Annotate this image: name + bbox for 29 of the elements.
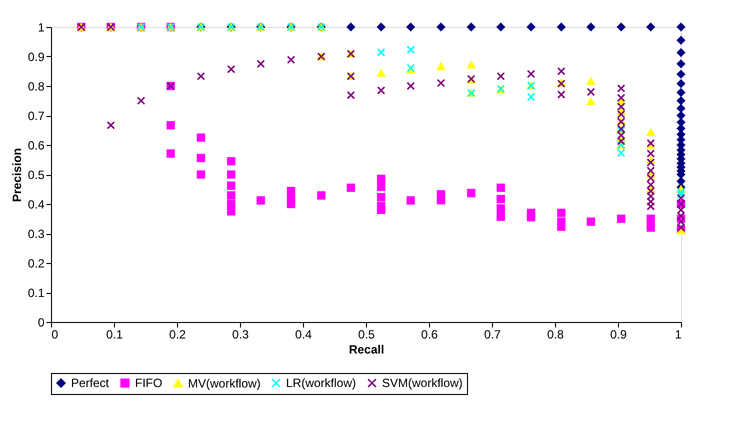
- x-axis-title: Recall: [348, 342, 384, 356]
- x-tick-label: 0.7: [484, 328, 502, 342]
- x-tick-label: 1: [674, 328, 682, 342]
- x-tick-label: 0.1: [106, 328, 124, 342]
- y-tick-label: 0.8: [28, 80, 45, 94]
- x-tick-label: 0.9: [610, 328, 628, 342]
- y-tick-label: 1: [38, 20, 45, 34]
- legend-label: MV(workflow): [188, 376, 261, 390]
- legend-label: LR(workflow): [286, 376, 356, 390]
- y-tick-label: 0.5: [28, 168, 45, 182]
- y-tick-label: 0.7: [28, 109, 45, 123]
- y-tick-label: 0.9: [28, 50, 45, 64]
- x-tick-label: 0.5: [358, 328, 376, 342]
- y-tick-label: 0.6: [28, 138, 45, 152]
- x-tick-label: 0.4: [295, 328, 312, 342]
- y-tick-label: 0.4: [28, 198, 45, 212]
- x-tick-label: 0.2: [169, 328, 186, 342]
- y-tick-label: 0.3: [28, 227, 45, 241]
- y-axis-title: Precision: [10, 148, 24, 202]
- legend-label: SVM(workflow): [382, 376, 463, 390]
- y-tick-label: 0.2: [28, 256, 45, 270]
- legend-label: Perfect: [71, 376, 110, 390]
- y-tick-label: 0: [38, 316, 45, 330]
- x-tick-label: 0: [52, 328, 58, 342]
- x-tick-label: 0.3: [232, 328, 250, 342]
- x-tick-label: 0.6: [421, 328, 438, 342]
- x-tick-label: 0.8: [547, 328, 564, 342]
- legend-label: FIFO: [135, 376, 162, 390]
- y-tick-label: 0.1: [28, 286, 45, 300]
